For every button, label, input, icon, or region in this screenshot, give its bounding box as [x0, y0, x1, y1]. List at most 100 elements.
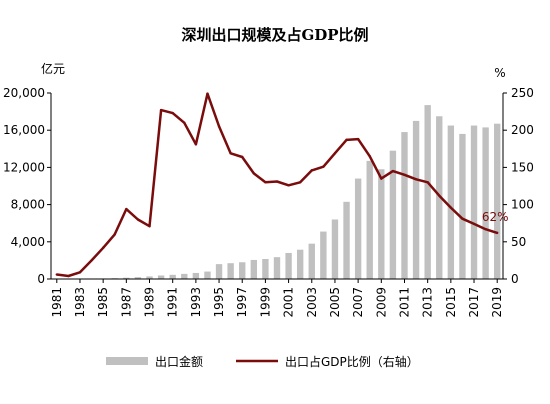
- x-tick-label: 2009: [374, 287, 388, 318]
- line-point-1983: [78, 271, 82, 274]
- bar-2019: [494, 123, 501, 279]
- line-point-1996: [229, 152, 232, 155]
- line-point-1995: [217, 125, 221, 128]
- right-tick-label: 50: [511, 235, 526, 249]
- line-point-1999: [264, 181, 267, 184]
- bar-2008: [366, 160, 373, 279]
- x-tick-label: 1983: [73, 287, 87, 318]
- left-tick-label: 16,000: [3, 123, 45, 137]
- bar-2007: [354, 178, 362, 279]
- line-point-2008: [368, 155, 371, 158]
- line-point-1992: [183, 121, 186, 124]
- x-tick-label: 2015: [444, 287, 458, 318]
- line-point-1989: [148, 224, 151, 228]
- bar-1989: [146, 276, 153, 279]
- left-tick-label: 0: [37, 272, 45, 286]
- left-tick-label: 4,000: [11, 235, 45, 249]
- line-point-1997: [241, 155, 244, 159]
- line-series-group: [55, 92, 499, 278]
- bar-1999: [262, 259, 269, 279]
- bar-2009: [378, 169, 385, 279]
- line-point-1982: [67, 274, 70, 278]
- line-point-2009: [380, 177, 383, 180]
- bar-1992: [181, 273, 188, 279]
- line-point-2019: [496, 231, 499, 235]
- bar-1987: [123, 277, 130, 279]
- line-point-2001: [287, 184, 290, 187]
- bar-2005: [331, 219, 339, 279]
- line-series-path: [56, 92, 498, 278]
- bar-2017: [470, 125, 478, 279]
- x-tick-label: 1997: [235, 287, 249, 318]
- line-point-2012: [414, 178, 418, 181]
- bar-2015: [447, 125, 455, 279]
- line-point-1991: [171, 111, 174, 115]
- x-tick-label: 2017: [467, 287, 481, 318]
- annotation-label: 62%: [482, 210, 509, 224]
- left-tick-label: 8,000: [11, 198, 45, 212]
- right-axis-unit: %: [494, 66, 505, 80]
- line-point-1981: [55, 273, 58, 276]
- x-tick-label: 1981: [50, 287, 64, 318]
- line-point-2018: [484, 227, 487, 231]
- line-point-2014: [438, 194, 441, 197]
- line-point-1998: [252, 172, 256, 175]
- bar-2012: [412, 120, 420, 280]
- x-tick-label: 2011: [397, 287, 411, 318]
- x-tick-label: 2019: [490, 287, 504, 318]
- right-tick-label: 0: [511, 272, 519, 286]
- x-tick-label: 2003: [305, 287, 319, 318]
- chart-title: 深圳出口规模及占GDP比例: [181, 26, 368, 44]
- bar-1991: [169, 274, 176, 279]
- line-point-1984: [90, 259, 93, 262]
- line-point-2004: [322, 165, 325, 168]
- x-tick-label: 1987: [119, 287, 133, 318]
- bar-2011: [401, 132, 408, 279]
- bar-1994: [204, 271, 211, 279]
- line-point-2003: [310, 169, 313, 172]
- left-tick-label: 20,000: [3, 86, 45, 100]
- x-tick-label: 1999: [258, 287, 272, 318]
- line-point-2011: [403, 173, 406, 177]
- x-tick-label: 1985: [96, 287, 110, 318]
- right-tick-label: 200: [511, 123, 534, 137]
- bar-2010: [389, 150, 397, 279]
- bar-2001: [285, 252, 292, 279]
- x-tick-label: 2007: [351, 287, 365, 318]
- bar-1988: [134, 277, 142, 279]
- legend-bar-swatch: [106, 357, 148, 365]
- bar-1998: [250, 259, 258, 279]
- bar-2002: [296, 249, 304, 279]
- bar-2000: [273, 257, 281, 279]
- line-point-2006: [345, 138, 348, 142]
- line-point-2002: [298, 181, 302, 184]
- left-tick-label: 12,000: [3, 160, 45, 174]
- bar-2004: [320, 231, 327, 279]
- legend-line-label: 出口占GDP比例（右轴）: [285, 354, 419, 369]
- line-point-1988: [136, 218, 140, 221]
- legend-bar-label: 出口金额: [155, 354, 203, 369]
- x-tick-label: 1991: [166, 287, 180, 318]
- x-tick-label: 2013: [421, 287, 435, 318]
- axes-group: [50, 93, 504, 280]
- bar-1995: [215, 264, 223, 279]
- x-tick-label: 1989: [143, 287, 157, 318]
- bar-1990: [157, 275, 165, 279]
- x-tick-label: 1993: [189, 287, 203, 318]
- bar-2014: [436, 116, 443, 279]
- line-point-2013: [426, 181, 429, 184]
- line-point-1993: [194, 143, 198, 146]
- line-point-1986: [113, 233, 116, 236]
- line-point-2015: [449, 206, 453, 209]
- bar-1996: [227, 263, 234, 279]
- line-point-1990: [159, 108, 163, 112]
- right-tick-label: 100: [511, 198, 534, 212]
- right-tick-label: 250: [511, 86, 534, 100]
- x-tick-label: 2001: [282, 287, 296, 318]
- line-point-2005: [333, 152, 337, 155]
- x-tick-label: 2005: [328, 287, 342, 318]
- tick-labels-group: 0 4,000 8,000 12,000 16,000 20,000 0 50 100 150 20…: [3, 86, 534, 318]
- line-point-1985: [101, 246, 105, 249]
